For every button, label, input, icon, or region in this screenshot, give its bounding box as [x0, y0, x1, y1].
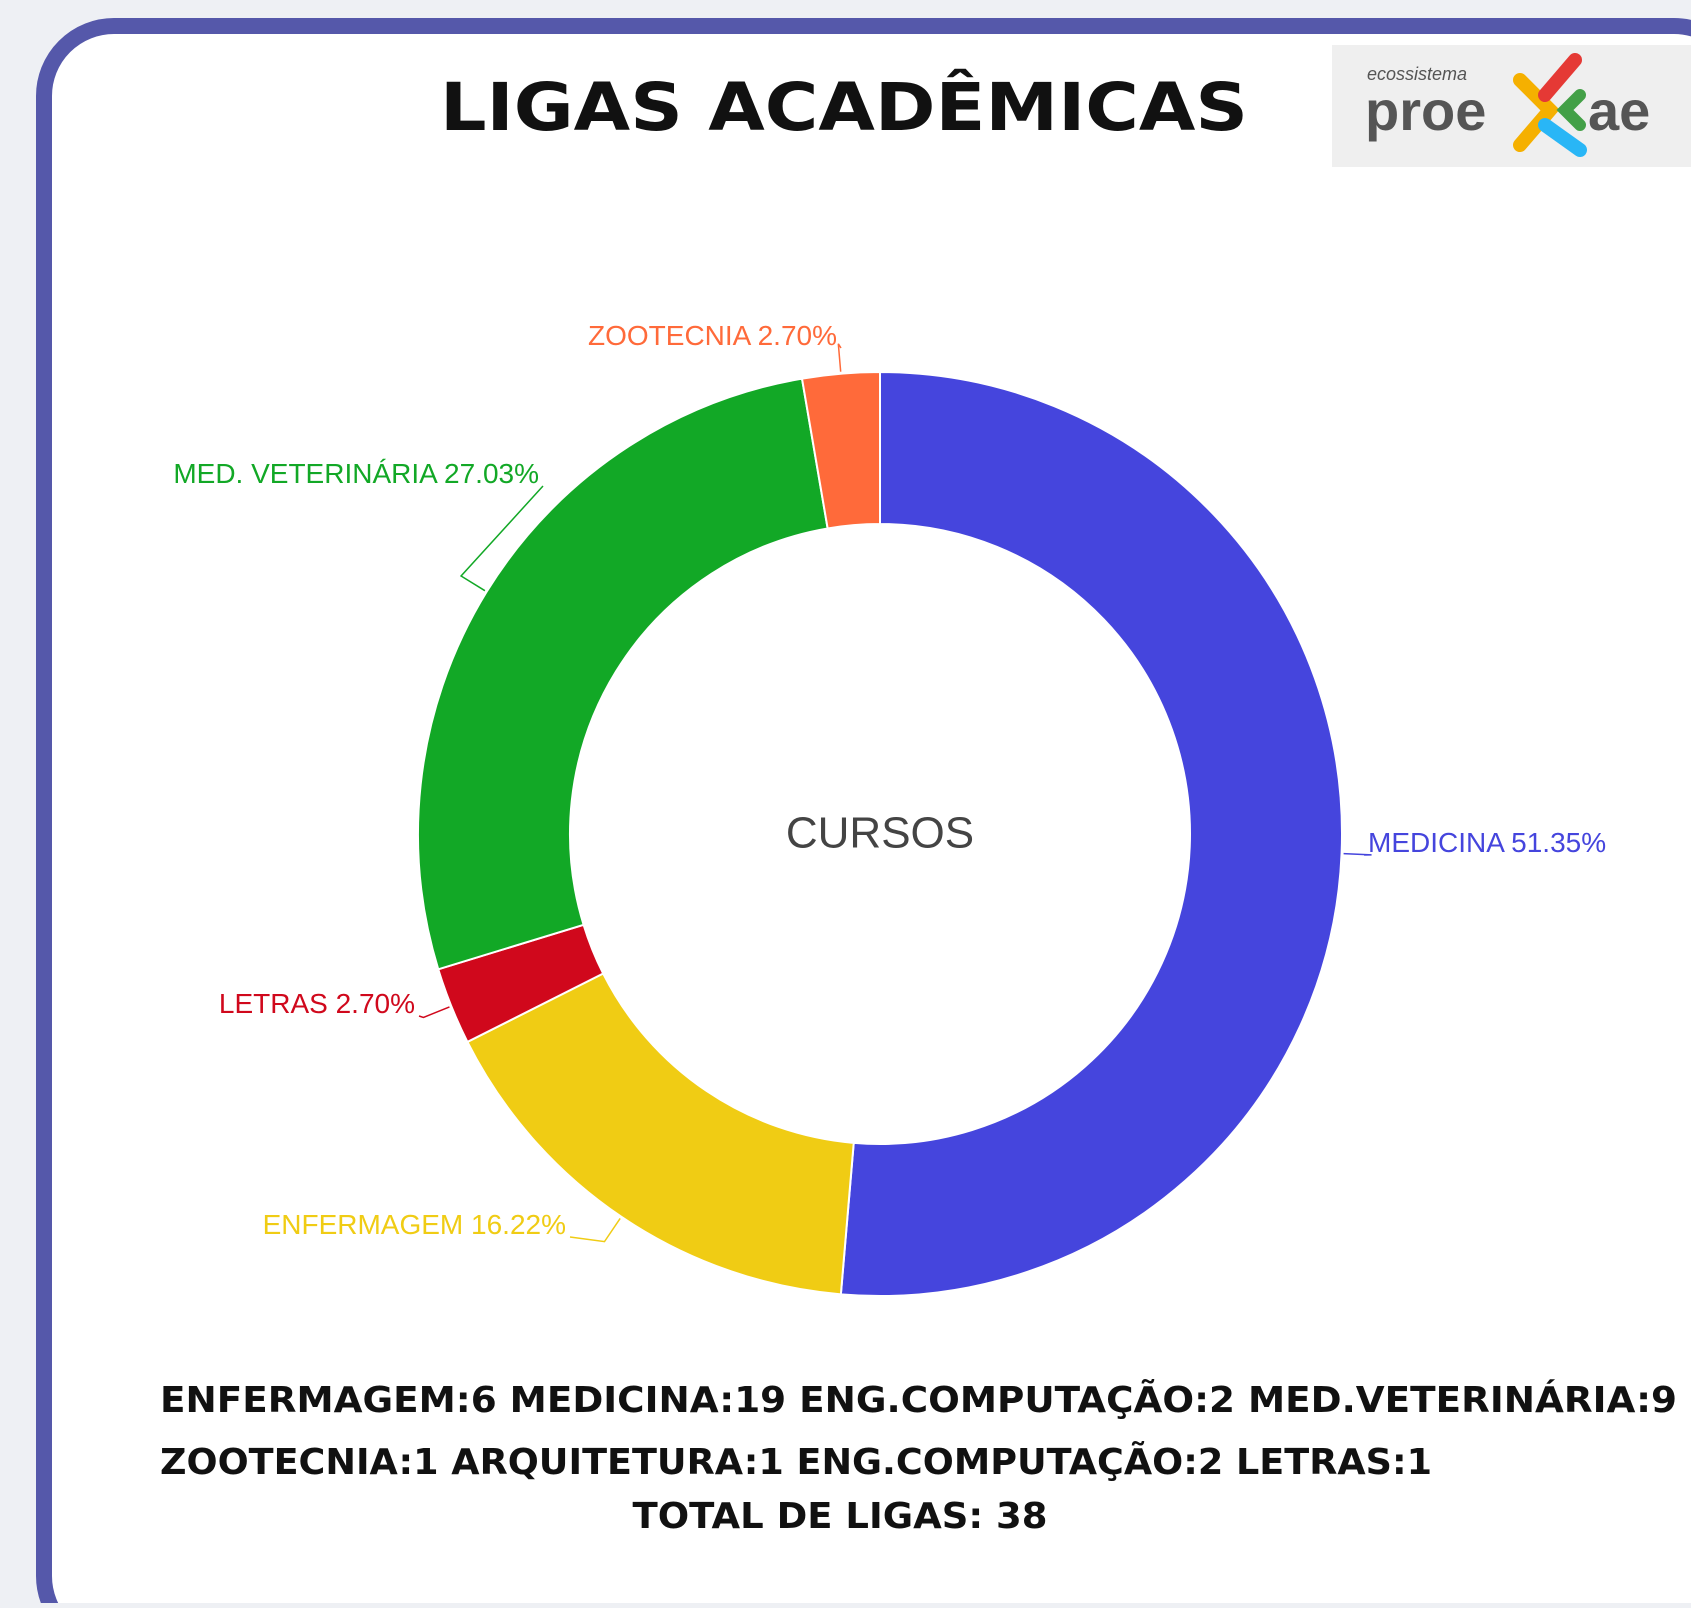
logo-mark: [1538, 118, 1587, 157]
slice-label: MED. VETERINÁRIA 27.03%: [173, 458, 539, 489]
category: ZOOTECNIA: [588, 320, 752, 351]
slice-label: ENFERMAGEM 16.22%: [263, 1209, 566, 1240]
value-label: 16.22%: [471, 1209, 566, 1240]
value-label: 2.70%: [758, 320, 837, 351]
logo: ecossistema proe ae: [1332, 45, 1691, 167]
value-label: 2.70%: [336, 988, 415, 1019]
slice: [800, 370, 881, 530]
logo-mark: [1538, 53, 1582, 102]
leader-line: [837, 343, 842, 372]
note: ENFERMAGEM:6 MEDICINA:19 ENG.COMPUTAÇÃO:…: [160, 1379, 1677, 1421]
chart-title: LIGAS ACADÊMICAS: [440, 68, 1248, 146]
category: ENFERMAGEM: [263, 1209, 464, 1240]
leader-line: [459, 485, 544, 592]
leader-line: [569, 1217, 621, 1243]
value-label: 27.03%: [444, 458, 539, 489]
note: TOTAL DE LIGAS: 38: [633, 1496, 1048, 1537]
slice: [417, 377, 829, 971]
slice-label: MEDICINA 51.35%: [1368, 827, 1606, 858]
slice: [466, 972, 855, 1296]
logo-mark: [1556, 89, 1586, 131]
category: LETRAS: [219, 988, 328, 1019]
value-label: 51.35%: [1511, 827, 1606, 858]
logo-left: proe: [1365, 79, 1486, 142]
center-label: CURSOS: [786, 809, 974, 858]
slice-label: ZOOTECNIA 2.70%: [588, 320, 837, 351]
slice: [839, 370, 1343, 1297]
logo-mark: [1513, 73, 1560, 152]
category: MED. VETERINÁRIA: [173, 458, 438, 489]
category: MEDICINA: [1368, 827, 1505, 858]
leader-line: [1343, 852, 1372, 856]
leader-line: [418, 1006, 450, 1019]
logo-right: ae: [1588, 79, 1650, 142]
note: ZOOTECNIA:1 ARQUITETURA:1 ENG.COMPUTAÇÃO…: [160, 1441, 1432, 1483]
logo-box: [1332, 45, 1691, 167]
slice-label: LETRAS 2.70%: [219, 988, 415, 1019]
logo-small: ecossistema: [1367, 64, 1467, 84]
frame: [36, 18, 1691, 1608]
